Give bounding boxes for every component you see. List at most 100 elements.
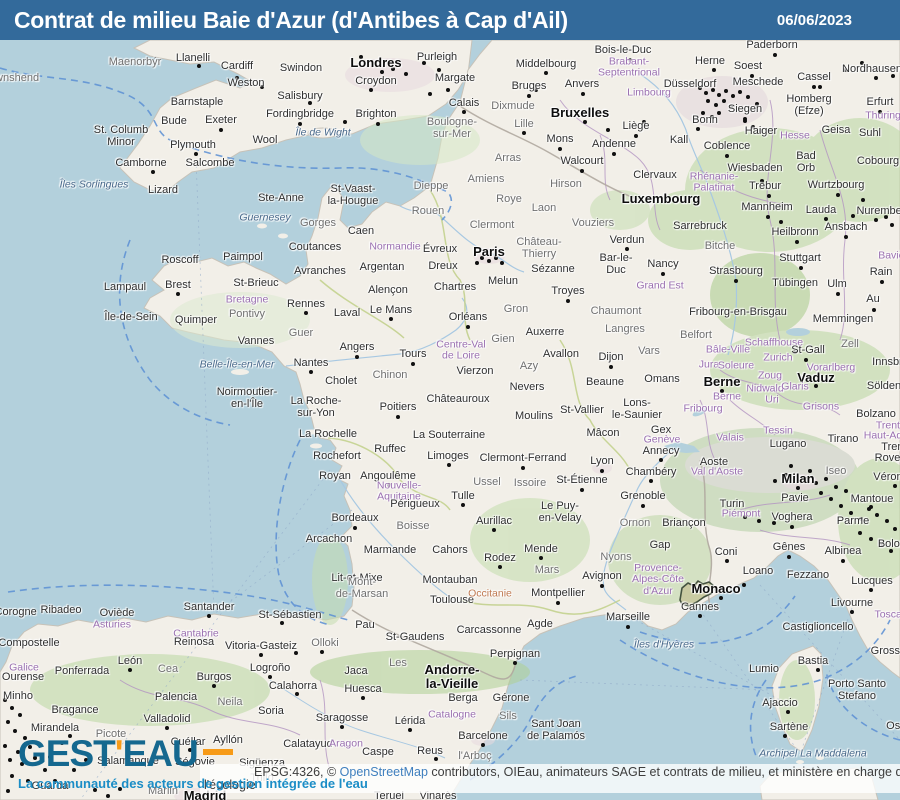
map-label: Gien xyxy=(491,333,515,346)
map-label: Siegen xyxy=(727,103,763,116)
map-label: Berne xyxy=(712,390,742,403)
city-dot xyxy=(844,489,848,493)
city-dot xyxy=(893,527,897,531)
map-label: Dieppe xyxy=(413,180,449,193)
map-label: Lyon xyxy=(590,455,614,468)
attribution-suffix: contributors, OIEau, animateurs SAGE et … xyxy=(427,765,900,779)
map-label: Loano xyxy=(742,565,774,578)
map-label: Coni xyxy=(714,546,738,559)
map-label: Wurtzbourg xyxy=(807,179,865,192)
map-label: Angers xyxy=(339,341,375,354)
map-label: Alençon xyxy=(368,284,408,297)
map-label: Zell xyxy=(841,338,859,351)
ferry-routes xyxy=(79,159,900,800)
map-label: Madrid xyxy=(183,787,227,800)
map-label: Huesca xyxy=(344,683,382,696)
city-dot xyxy=(260,85,264,89)
city-dot xyxy=(722,99,726,103)
map-label: Coblence xyxy=(703,140,751,153)
city-dot xyxy=(23,736,27,740)
map-label: Anvers xyxy=(564,78,600,91)
map-label: Dixmude xyxy=(491,100,535,113)
city-dot xyxy=(3,744,7,748)
city-dot xyxy=(795,240,799,244)
map-label: Sézanne xyxy=(531,263,575,276)
map-label: Bad Orb xyxy=(796,150,816,174)
map-label: Normandie xyxy=(369,240,421,253)
admin-boundaries xyxy=(119,99,851,771)
map-label: Auxerre xyxy=(525,326,565,339)
city-dot xyxy=(353,526,357,530)
city-dot xyxy=(874,76,878,80)
city-dot xyxy=(867,507,871,511)
map-label: Parme xyxy=(836,515,870,528)
map-label: Angoulême xyxy=(360,470,416,483)
city-dot xyxy=(850,610,854,614)
island-re xyxy=(305,429,319,435)
map-label: Caspe xyxy=(362,746,394,759)
map-label: Weston xyxy=(227,77,265,90)
map-label: Ste-Anne xyxy=(258,192,304,205)
map-label: Sigüenza xyxy=(239,757,285,770)
city-dot xyxy=(6,720,10,724)
rivers xyxy=(269,73,738,759)
city-dot xyxy=(790,525,794,529)
map-label: Grosseto xyxy=(870,645,900,658)
map-label: Mannheim xyxy=(741,201,793,214)
map-label: Îles d'Hyères xyxy=(633,638,695,651)
map-label: Salamanque xyxy=(97,755,159,768)
map-label: Lit-et-Mixe xyxy=(331,572,383,585)
city-dot xyxy=(879,543,883,547)
map-label: Stuttgart xyxy=(779,252,821,265)
map-label: Porto Santo Stefano xyxy=(827,678,887,702)
map-label: Compostelle xyxy=(0,637,60,650)
map-label: Fribourg xyxy=(683,402,723,415)
map-label: Bar-le- Duc xyxy=(599,252,633,276)
map-label: Andorre- la-Vieille xyxy=(424,661,480,691)
map-label: Calahorra xyxy=(268,680,318,693)
map-label: Dreux xyxy=(428,260,458,273)
map-label: Reus xyxy=(417,745,443,758)
map-label: Mâcon xyxy=(586,427,620,440)
map-label: Nevers xyxy=(509,381,545,394)
map-label: Châteauroux xyxy=(426,393,490,406)
city-dot xyxy=(84,758,88,762)
city-dot xyxy=(522,131,526,135)
map-label: Bois-le-Duc xyxy=(594,44,652,57)
city-dot xyxy=(194,152,198,156)
city-dot xyxy=(760,179,764,183)
map-label: Sarrebruck xyxy=(673,220,727,233)
city-dot xyxy=(380,70,384,74)
city-dot xyxy=(755,102,759,106)
city-dot xyxy=(106,794,110,798)
map-label: Cannes xyxy=(681,601,719,614)
city-dot xyxy=(26,779,30,783)
map-label: Bastia xyxy=(797,655,829,668)
openstreetmap-link[interactable]: OpenStreetMap xyxy=(339,765,428,779)
map-label: St-Étienne xyxy=(556,474,608,487)
city-dot xyxy=(10,774,14,778)
map-label: Marlin xyxy=(148,785,178,798)
city-dot xyxy=(696,127,700,131)
map-label: Vouziers xyxy=(571,217,615,230)
city-dot xyxy=(389,317,393,321)
city-dot xyxy=(446,88,450,92)
map-label: Le Puy- en-Velay xyxy=(538,500,582,524)
city-dot xyxy=(534,88,538,92)
city-dot xyxy=(751,125,755,129)
city-dot xyxy=(743,515,747,519)
map-label: Laon xyxy=(531,202,557,215)
map-label: Val d'Aoste xyxy=(690,465,744,478)
map-label: St-Vallier xyxy=(560,404,604,417)
city-dot xyxy=(720,389,724,393)
city-dot xyxy=(851,214,855,218)
map-label: Picote xyxy=(95,728,127,741)
contract-area-polygon xyxy=(679,580,716,607)
map-label: Valladolid xyxy=(143,713,191,726)
map-label: St-Vaast- la-Hougue xyxy=(327,183,379,207)
map-label: Catalogne xyxy=(428,708,476,721)
city-dot xyxy=(878,110,882,114)
map-label: La Roche- sur-Yon xyxy=(290,395,342,419)
map-label: Bruxelles xyxy=(550,104,610,120)
